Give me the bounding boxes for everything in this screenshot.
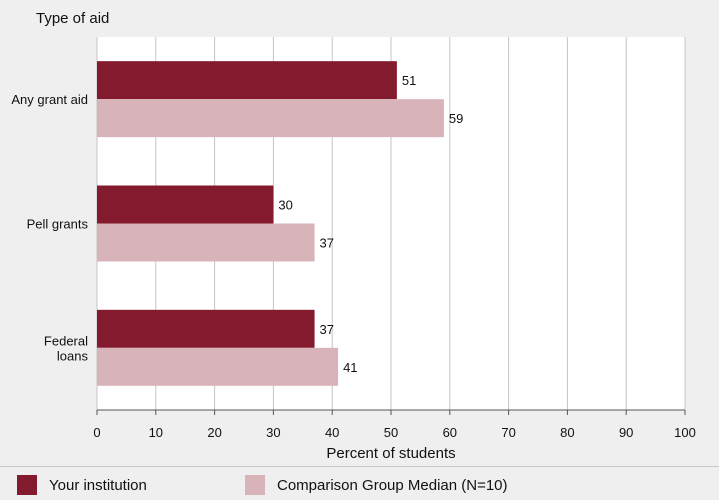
data-label: 37 — [320, 322, 334, 337]
x-tick-label: 50 — [384, 425, 398, 440]
x-tick-label: 60 — [443, 425, 457, 440]
bar-your-institution — [97, 185, 274, 224]
x-tick-label: 90 — [619, 425, 633, 440]
bar-comparison-median — [97, 99, 444, 138]
data-label: 41 — [343, 360, 357, 375]
legend: Your institution Comparison Group Median… — [0, 466, 719, 500]
x-tick-label: 0 — [93, 425, 100, 440]
x-tick-label: 70 — [501, 425, 515, 440]
data-label: 30 — [278, 198, 292, 213]
data-label: 37 — [320, 236, 334, 251]
x-tick-label: 100 — [674, 425, 696, 440]
legend-label-comparison-median: Comparison Group Median (N=10) — [277, 476, 508, 494]
x-axis-title: Percent of students — [326, 445, 455, 462]
category-label: Any grant aid — [11, 92, 88, 107]
category-label: loans — [57, 348, 89, 363]
bar-your-institution — [97, 61, 397, 100]
category-label: Pell grants — [27, 217, 89, 232]
data-label: 59 — [449, 111, 463, 126]
bar-your-institution — [97, 309, 315, 348]
x-tick-label: 80 — [560, 425, 574, 440]
legend-swatch-your-institution — [17, 475, 37, 495]
bar-comparison-median — [97, 223, 315, 262]
legend-item-comparison-median: Comparison Group Median (N=10) — [245, 475, 508, 495]
data-label: 51 — [402, 73, 416, 88]
legend-label-your-institution: Your institution — [49, 476, 147, 494]
x-tick-label: 20 — [207, 425, 221, 440]
x-tick-label: 30 — [266, 425, 280, 440]
legend-swatch-comparison-median — [245, 475, 265, 495]
x-tick-label: 10 — [149, 425, 163, 440]
category-label: Federal — [44, 333, 88, 348]
bar-comparison-median — [97, 347, 339, 386]
legend-item-your-institution: Your institution — [17, 475, 147, 495]
bar-chart: 51 59 30 37 37 41 Any grant aid Pell grants Fed… — [11, 10, 696, 462]
y-axis-title: Type of aid — [36, 10, 109, 27]
x-tick-label: 40 — [325, 425, 339, 440]
